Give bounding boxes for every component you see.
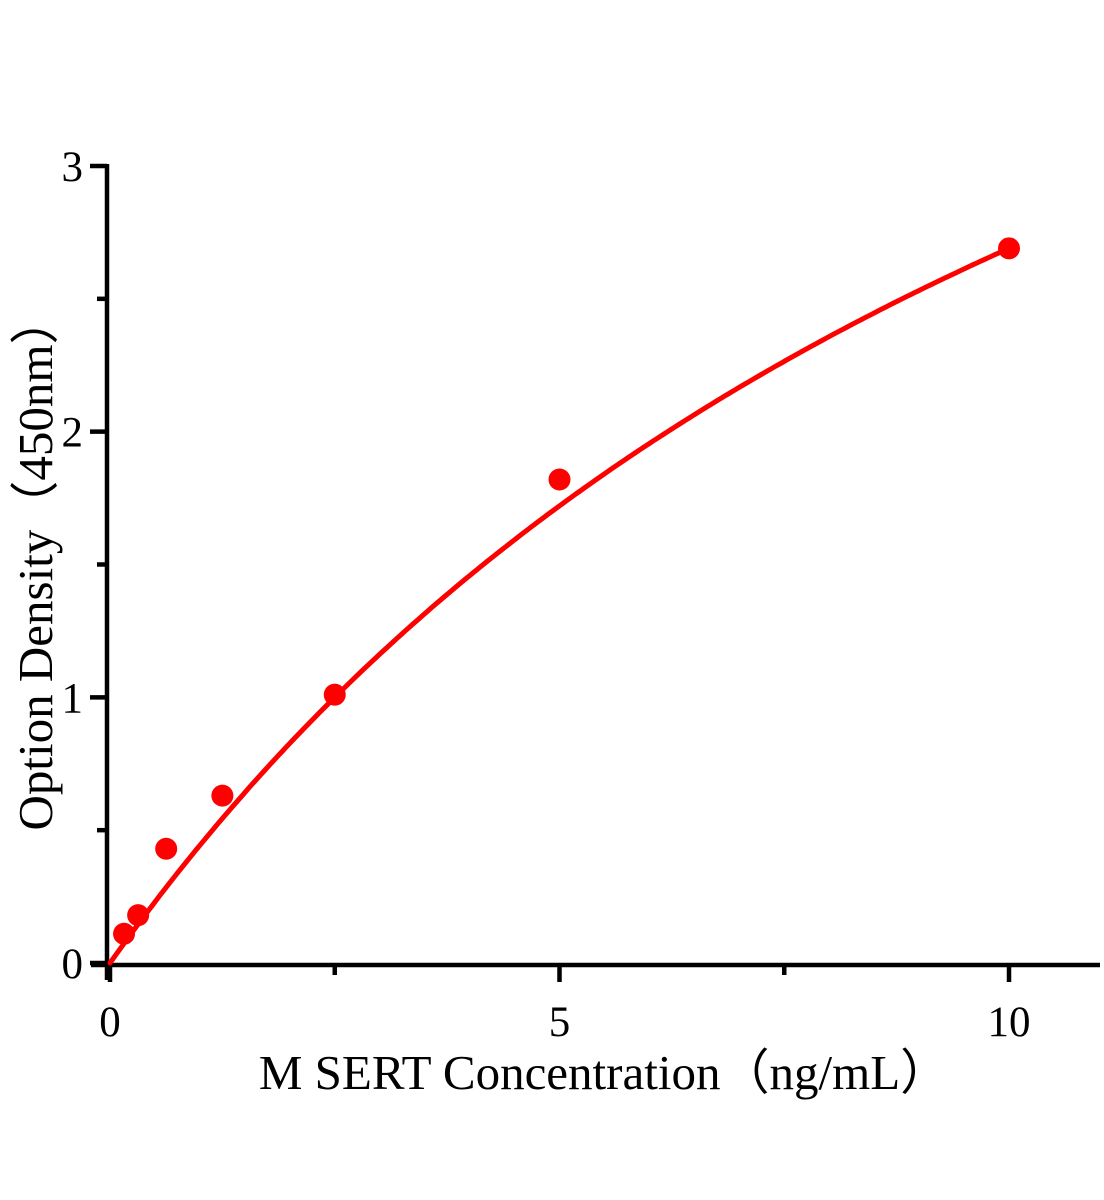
data-point [113, 922, 136, 945]
ticks-layer: 0 1 2 3 0 5 10 [62, 144, 1031, 1046]
x-tick-label: 10 [988, 999, 1031, 1046]
y-tick-label: 1 [62, 675, 84, 722]
x-tick-label: 5 [549, 999, 571, 1046]
x-tick-label: 0 [99, 999, 121, 1046]
y-tick-label: 3 [62, 144, 84, 191]
data-point [998, 237, 1020, 260]
data-point [211, 784, 234, 807]
y-tick-label: 0 [62, 941, 84, 988]
fit-curve [107, 244, 1016, 966]
plot-layer [107, 237, 1020, 966]
data-point [323, 683, 346, 706]
y-axis-title: Option Density（450nm） [8, 296, 63, 831]
data-point [155, 837, 178, 860]
data-point [127, 904, 150, 927]
data-point [548, 468, 571, 491]
y-tick-label: 2 [62, 410, 84, 457]
x-axis-title: M SERT Concentration（ng/mL） [259, 1045, 949, 1100]
